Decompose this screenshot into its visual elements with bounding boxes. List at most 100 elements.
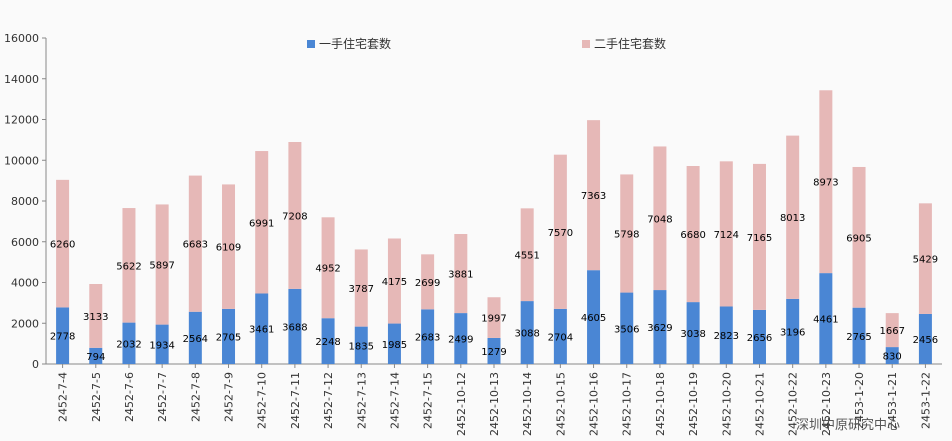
x-tick-label: 2452-7-12 bbox=[322, 372, 335, 429]
x-tick-label: 2452-7-5 bbox=[90, 372, 103, 422]
data-label-resale-27: 5429 bbox=[913, 255, 938, 266]
y-tick-label: 10000 bbox=[4, 154, 39, 167]
data-label-resale-8: 7208 bbox=[282, 211, 307, 222]
bar-resale-7 bbox=[255, 151, 269, 294]
data-label-resale-19: 7048 bbox=[647, 214, 672, 225]
bar-resale-6 bbox=[222, 184, 236, 309]
data-label-new-1: 2778 bbox=[50, 332, 75, 343]
x-tick-label: 2452-10-15 bbox=[554, 372, 567, 436]
bar-resale-4 bbox=[155, 204, 169, 325]
data-label-resale-9: 4952 bbox=[315, 264, 340, 275]
bar-resale-19 bbox=[653, 146, 667, 291]
bar-resale-18 bbox=[620, 174, 634, 293]
bar-new-13 bbox=[454, 313, 468, 364]
data-label-new-9: 2248 bbox=[315, 337, 340, 348]
data-label-new-19: 3629 bbox=[647, 323, 672, 334]
bar-new-15 bbox=[520, 301, 534, 364]
data-label-resale-24: 8973 bbox=[813, 178, 838, 189]
data-label-new-6: 2705 bbox=[216, 332, 241, 343]
data-label-resale-6: 6109 bbox=[216, 243, 241, 254]
data-label-resale-2: 3133 bbox=[83, 312, 108, 323]
bar-resale-10 bbox=[354, 249, 368, 327]
legend-swatch-new bbox=[307, 39, 315, 48]
data-label-resale-21: 7124 bbox=[714, 230, 739, 241]
data-label-new-15: 3088 bbox=[514, 329, 539, 340]
data-label-resale-13: 3881 bbox=[448, 270, 473, 281]
data-label-resale-7: 6991 bbox=[249, 218, 274, 229]
y-tick-label: 4000 bbox=[11, 277, 39, 290]
data-label-resale-17: 7363 bbox=[581, 191, 606, 202]
bar-new-1 bbox=[56, 307, 70, 364]
data-label-resale-4: 5897 bbox=[149, 261, 174, 272]
x-tick-label: 2452-10-21 bbox=[753, 372, 766, 436]
x-tick-label: 2452-10-12 bbox=[455, 372, 468, 436]
bar-new-5 bbox=[188, 311, 202, 364]
data-label-new-10: 1835 bbox=[349, 341, 374, 352]
legend-item-new: 一手住宅套数 bbox=[307, 35, 391, 52]
x-tick-label: 2453-1-20 bbox=[853, 372, 866, 429]
data-label-resale-1: 6260 bbox=[50, 240, 75, 251]
bar-new-20 bbox=[686, 302, 700, 364]
x-tick-label: 2452-7-10 bbox=[256, 372, 269, 429]
bar-new-7 bbox=[255, 293, 269, 364]
y-tick-label: 2000 bbox=[11, 317, 39, 330]
bar-new-12 bbox=[421, 309, 435, 364]
x-tick-label: 2453-1-22 bbox=[919, 372, 932, 429]
bar-new-27 bbox=[918, 313, 932, 364]
bar-resale-23 bbox=[786, 135, 800, 299]
y-tick-label: 6000 bbox=[11, 236, 39, 249]
bar-resale-1 bbox=[56, 179, 70, 308]
data-label-new-17: 4605 bbox=[581, 313, 606, 324]
legend-label-new: 一手住宅套数 bbox=[319, 37, 392, 51]
data-label-resale-14: 1997 bbox=[481, 314, 506, 325]
data-label-new-27: 2456 bbox=[913, 335, 938, 346]
legend-swatch-resale bbox=[582, 39, 590, 48]
bar-resale-25 bbox=[852, 166, 866, 308]
x-tick-label: 2452-7-7 bbox=[156, 372, 169, 422]
y-tick-label: 0 bbox=[32, 358, 39, 371]
data-label-new-21: 2823 bbox=[714, 331, 739, 342]
bar-new-4 bbox=[155, 324, 169, 364]
bar-new-14 bbox=[487, 337, 501, 364]
x-tick-label: 2453-1-21 bbox=[886, 372, 899, 429]
x-tick-label: 2452-10-18 bbox=[654, 372, 667, 436]
bar-resale-21 bbox=[719, 161, 733, 307]
bar-new-8 bbox=[288, 288, 302, 364]
x-tick-label: 2452-10-20 bbox=[720, 372, 733, 436]
x-tick-label: 2452-10-19 bbox=[687, 372, 700, 436]
bar-resale-3 bbox=[122, 208, 136, 323]
bar-resale-15 bbox=[520, 208, 534, 302]
bar-new-18 bbox=[620, 292, 634, 364]
watermark: 深圳中原研究中心 bbox=[795, 418, 900, 433]
data-label-resale-22: 7165 bbox=[747, 233, 772, 244]
data-label-new-5: 2564 bbox=[183, 334, 208, 345]
bar-resale-13 bbox=[454, 234, 468, 314]
x-tick-label: 2452-10-22 bbox=[787, 372, 800, 436]
bar-resale-2 bbox=[89, 283, 103, 348]
bar-resale-20 bbox=[686, 165, 700, 303]
data-label-new-16: 2704 bbox=[548, 332, 573, 343]
bar-new-6 bbox=[222, 308, 236, 364]
bar-new-23 bbox=[786, 298, 800, 364]
x-tick-label: 2452-7-14 bbox=[388, 372, 401, 429]
bar-new-19 bbox=[653, 290, 667, 364]
legend-item-resale: 二手住宅套数 bbox=[582, 35, 666, 52]
data-label-resale-25: 6905 bbox=[846, 233, 871, 244]
bar-resale-26 bbox=[885, 313, 899, 348]
data-label-new-11: 1985 bbox=[382, 340, 407, 351]
data-label-new-26: 830 bbox=[883, 352, 902, 363]
bar-new-26 bbox=[885, 347, 899, 364]
bar-new-17 bbox=[587, 270, 601, 364]
data-label-new-12: 2683 bbox=[415, 333, 440, 344]
bar-resale-12 bbox=[421, 254, 435, 310]
bar-new-3 bbox=[122, 322, 136, 364]
x-tick-label: 2452-7-13 bbox=[355, 372, 368, 429]
data-label-resale-10: 3787 bbox=[349, 284, 374, 295]
data-label-resale-15: 4551 bbox=[514, 251, 539, 262]
y-tick-label: 8000 bbox=[11, 195, 39, 208]
x-tick-label: 2452-7-11 bbox=[289, 372, 302, 429]
bar-resale-5 bbox=[188, 175, 202, 312]
data-label-new-18: 3506 bbox=[614, 324, 639, 335]
